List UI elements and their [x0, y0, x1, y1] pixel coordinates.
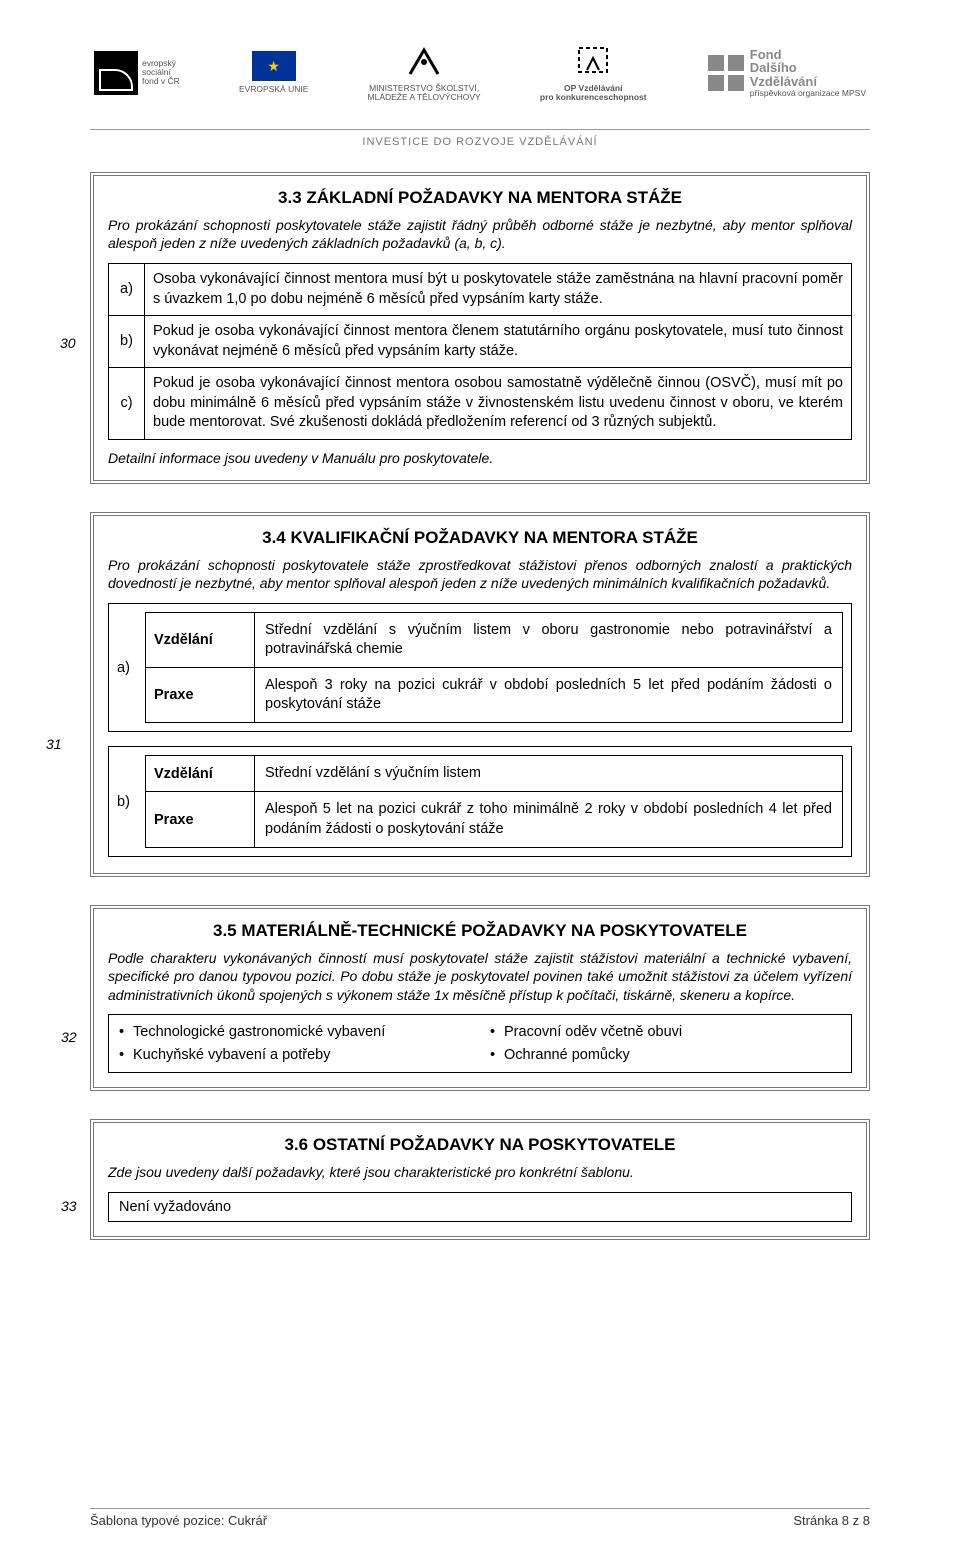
table-row: c) Pokud je osoba vykonávající činnost m…: [109, 368, 852, 440]
praxe-label: Praxe: [145, 667, 255, 723]
list-item: Ochranné pomůcky: [504, 1044, 841, 1066]
footer-left: Šablona typové pozice: Cukrář: [90, 1513, 267, 1528]
msmt-label: MINISTERSTVO ŠKOLSTVÍ, MLÁDEŽE A TĚLOVÝC…: [368, 84, 481, 102]
section-3-3-title: 3.3 ZÁKLADNÍ POŽADAVKY NA MENTORA STÁŽE: [108, 188, 852, 208]
req-c-label: c): [109, 368, 145, 440]
section-3-5-title: 3.5 MATERIÁLNĚ-TECHNICKÉ POŽADAVKY NA PO…: [108, 921, 852, 941]
praxe-label: Praxe: [145, 791, 255, 847]
logo-op: OP Vzdělávání pro konkurenceschopnost: [540, 44, 647, 102]
fdv-text: Fond Dalšího Vzdělávání příspěvková orga…: [750, 48, 866, 98]
table-row: b) Pokud je osoba vykonávající činnost m…: [109, 316, 852, 368]
list-item: Pracovní oděv včetně obuvi: [504, 1021, 841, 1043]
section-3-6-intro: Zde jsou uvedeny další požadavky, které …: [108, 1163, 852, 1181]
esf-icon: [94, 51, 138, 95]
detail-note: Detailní informace jsou uvedeny v Manuál…: [108, 450, 852, 466]
eu-flag-icon: ★: [252, 51, 296, 81]
edu-label: Vzdělání: [145, 612, 255, 668]
qual-b-edu: Střední vzdělání s výučním listem: [255, 755, 843, 792]
qual-a-edu: Střední vzdělání s výučním listem v obor…: [255, 612, 843, 668]
section-3-3: 3.3 ZÁKLADNÍ POŽADAVKY NA MENTORA STÁŽE …: [90, 172, 870, 484]
logo-eu: ★ EVROPSKÁ UNIE: [239, 51, 308, 94]
op-icon: [573, 44, 613, 80]
req-b-text: Pokud je osoba vykonávající činnost ment…: [145, 316, 852, 368]
req-c-text: Pokud je osoba vykonávající činnost ment…: [145, 368, 852, 440]
qual-b-praxe: Alespoň 5 let na pozici cukrář z toho mi…: [255, 791, 843, 847]
section-3-4-intro: Pro prokázání schopnosti poskytovatele s…: [108, 556, 852, 593]
row-number-32: 32: [61, 1029, 77, 1045]
table-row: a) Osoba vykonávající činnost mentora mu…: [109, 263, 852, 315]
qual-b-label: b): [117, 794, 130, 810]
list-item: Kuchyňské vybavení a potřeby: [133, 1044, 470, 1066]
row-number-30: 30: [60, 335, 76, 351]
tagline: INVESTICE DO ROZVOJE VZDĚLÁVÁNÍ: [90, 136, 870, 148]
table-row: Praxe Alespoň 3 roky na pozici cukrář v …: [145, 667, 843, 723]
section-3-6-title: 3.6 OSTATNÍ POŽADAVKY NA POSKYTOVATELE: [108, 1135, 852, 1155]
list-item: Technologické gastronomické vybavení: [133, 1021, 470, 1043]
logo-esf: evropský sociální fond v ČR: [94, 51, 180, 95]
row-number-33: 33: [61, 1198, 77, 1214]
material-list: 32 Technologické gastronomické vybavení …: [108, 1014, 852, 1073]
section-3-3-intro: Pro prokázání schopnosti poskytovatele s…: [108, 216, 852, 253]
requirements-table: a) Osoba vykonávající činnost mentora mu…: [108, 263, 852, 440]
page-footer: Šablona typové pozice: Cukrář Stránka 8 …: [90, 1508, 870, 1528]
eu-label: EVROPSKÁ UNIE: [239, 85, 308, 94]
op-label: OP Vzdělávání pro konkurenceschopnost: [540, 84, 647, 102]
section-3-4: 3.4 KVALIFIKAČNÍ POŽADAVKY NA MENTORA ST…: [90, 512, 870, 877]
header-logos: evropský sociální fond v ČR ★ EVROPSKÁ U…: [90, 20, 870, 130]
section-3-6: 3.6 OSTATNÍ POŽADAVKY NA POSKYTOVATELE Z…: [90, 1119, 870, 1239]
other-req-box: 33 Není vyžadováno: [108, 1192, 852, 1222]
fdv-icon: [706, 53, 746, 93]
msmt-icon: [406, 44, 442, 80]
table-row: Vzdělání Střední vzdělání s výučním list…: [145, 755, 843, 792]
logo-msmt: MINISTERSTVO ŠKOLSTVÍ, MLÁDEŽE A TĚLOVÝC…: [368, 44, 481, 102]
section-3-5-intro: Podle charakteru vykonávaných činností m…: [108, 949, 852, 1004]
qual-option-b: b) Vzdělání Střední vzdělání s výučním l…: [108, 746, 852, 856]
table-row: Vzdělání Střední vzdělání s výučním list…: [145, 612, 843, 668]
qual-a-praxe: Alespoň 3 roky na pozici cukrář v období…: [255, 667, 843, 723]
row-number-31: 31: [46, 736, 62, 752]
qual-a-label: a): [117, 660, 130, 676]
section-3-5: 3.5 MATERIÁLNĚ-TECHNICKÉ POŽADAVKY NA PO…: [90, 905, 870, 1091]
req-a-text: Osoba vykonávající činnost mentora musí …: [145, 263, 852, 315]
section-3-4-title: 3.4 KVALIFIKAČNÍ POŽADAVKY NA MENTORA ST…: [108, 528, 852, 548]
edu-label: Vzdělání: [145, 755, 255, 792]
logo-fdv: Fond Dalšího Vzdělávání příspěvková orga…: [706, 48, 866, 98]
material-col-right: Pracovní oděv včetně obuvi Ochranné pomů…: [480, 1015, 851, 1072]
footer-right: Stránka 8 z 8: [793, 1513, 870, 1528]
req-a-label: a): [109, 263, 145, 315]
req-b-label: b): [109, 316, 145, 368]
material-col-left: Technologické gastronomické vybavení Kuc…: [109, 1015, 480, 1072]
table-row: Praxe Alespoň 5 let na pozici cukrář z t…: [145, 791, 843, 847]
qual-option-a: a) Vzdělání Střední vzdělání s výučním l…: [108, 603, 852, 733]
page: evropský sociální fond v ČR ★ EVROPSKÁ U…: [0, 0, 960, 1552]
esf-text: evropský sociální fond v ČR: [142, 59, 180, 86]
other-req-value: Není vyžadováno: [119, 1199, 231, 1215]
